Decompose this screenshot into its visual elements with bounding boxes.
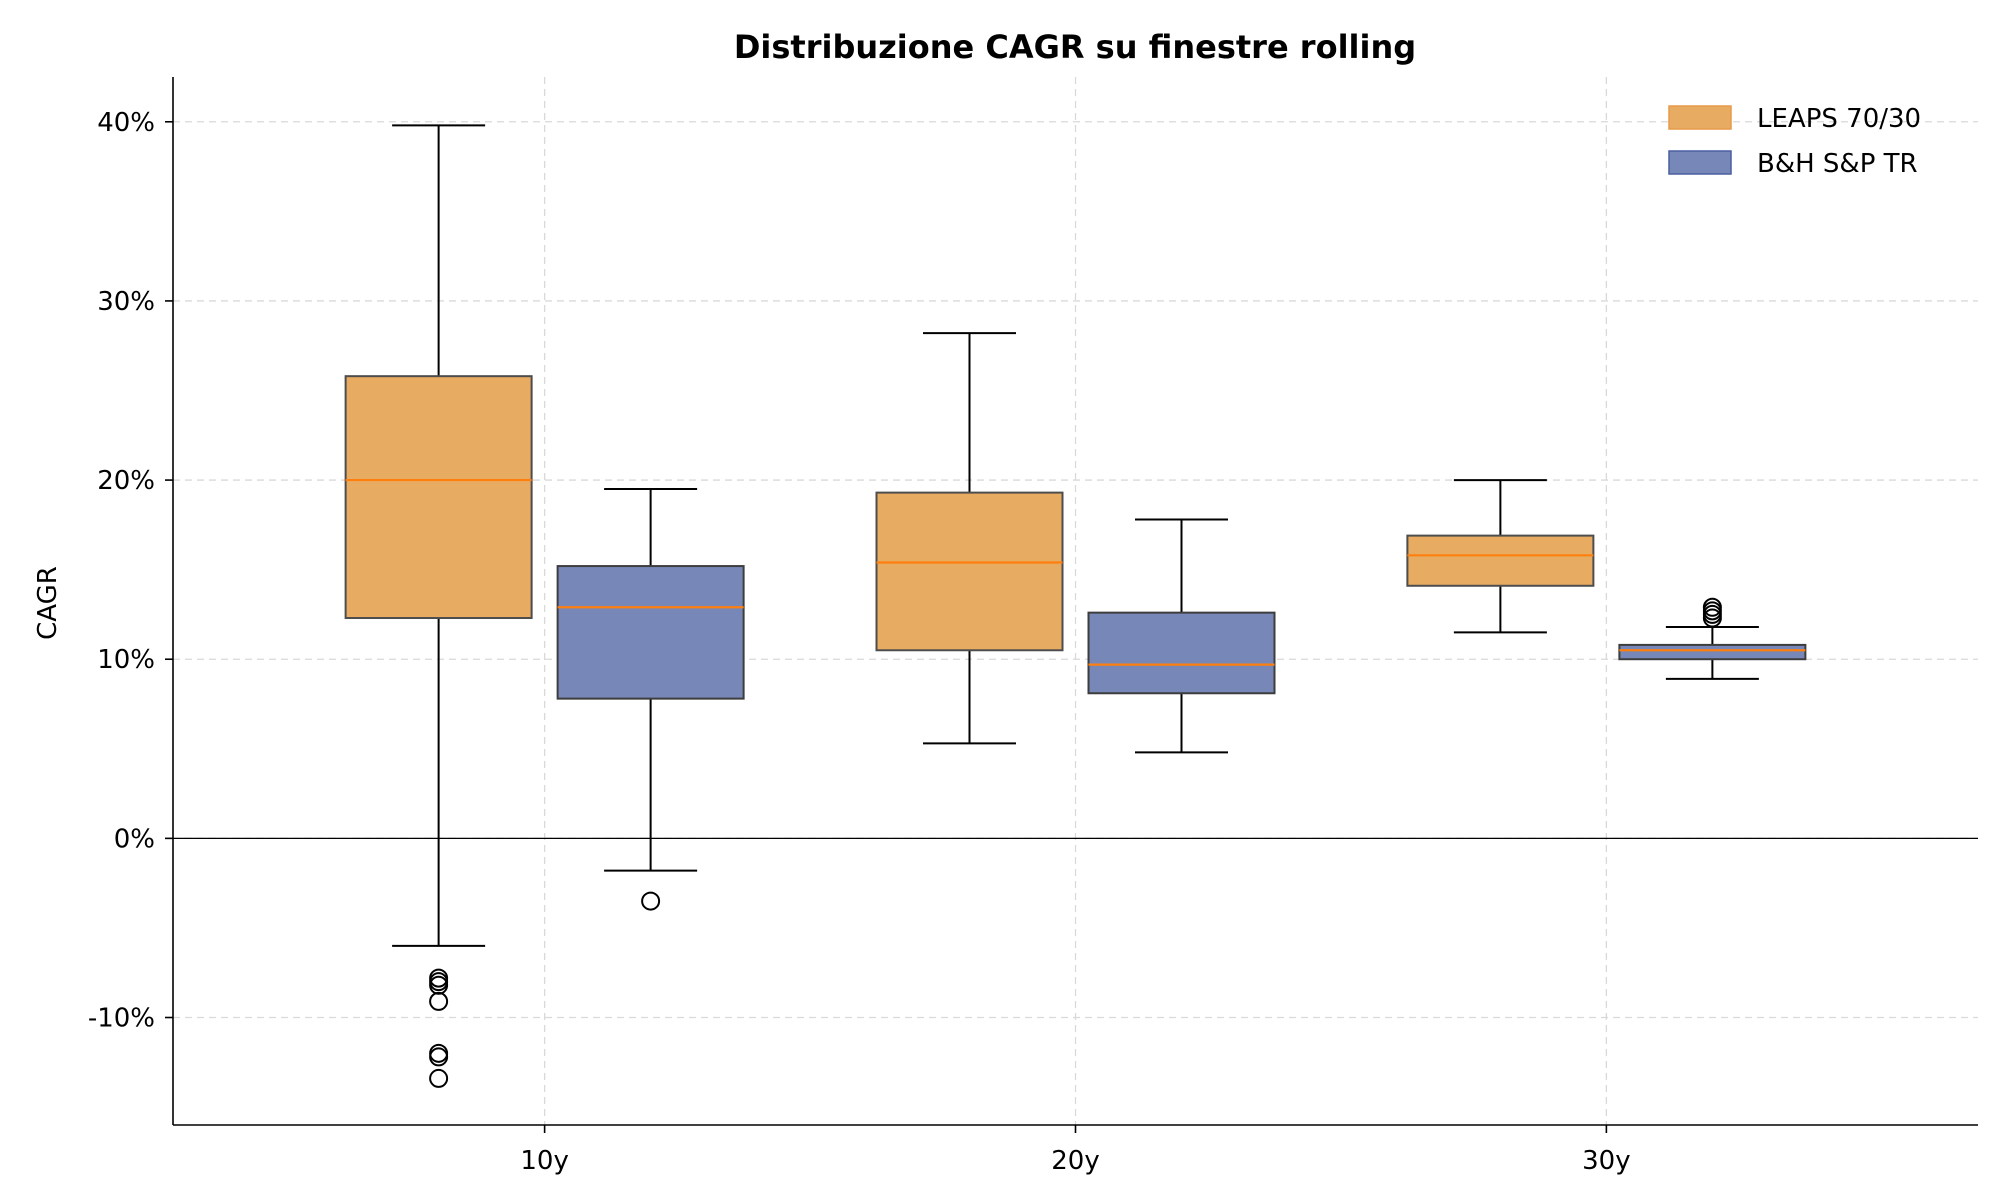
box bbox=[1406, 534, 1595, 587]
box bbox=[556, 565, 745, 700]
box bbox=[344, 375, 533, 620]
box-group bbox=[1406, 479, 1595, 634]
y-tick-label: 0% bbox=[114, 824, 155, 854]
box-group bbox=[1618, 597, 1807, 680]
legend-swatch-leaps bbox=[1668, 105, 1732, 130]
x-tick-label: 20y bbox=[1051, 1146, 1099, 1176]
x-tick-label: 30y bbox=[1582, 1146, 1630, 1176]
legend-swatch-bh bbox=[1668, 150, 1732, 175]
y-tick-label: 40% bbox=[97, 108, 155, 138]
box bbox=[875, 491, 1064, 652]
outlier-point bbox=[429, 1043, 449, 1063]
legend: LEAPS 70/30 B&H S&P TR bbox=[1668, 104, 1921, 179]
outlier-point bbox=[429, 1068, 449, 1088]
tick-labels: -10% 0% 10% 20% 30% 40% 10y 20y 30y bbox=[88, 108, 1631, 1176]
axes bbox=[165, 77, 1978, 1133]
legend-label-bh: B&H S&P TR bbox=[1757, 149, 1918, 179]
y-axis-label: CAGR bbox=[33, 566, 63, 640]
box bbox=[1618, 643, 1807, 661]
legend-label-leaps: LEAPS 70/30 bbox=[1757, 104, 1921, 134]
outlier-point bbox=[429, 1047, 449, 1067]
box-group bbox=[1087, 518, 1276, 754]
box-group bbox=[875, 332, 1064, 745]
y-tick-label: -10% bbox=[88, 1004, 155, 1034]
chart-title: Distribuzione CAGR su finestre rolling bbox=[734, 28, 1416, 66]
outlier-point bbox=[429, 972, 449, 992]
y-tick-label: 20% bbox=[97, 466, 155, 496]
y-tick-label: 10% bbox=[97, 645, 155, 675]
outlier-point bbox=[1702, 597, 1722, 617]
box-group bbox=[344, 124, 533, 1088]
boxes bbox=[344, 124, 1807, 1088]
outlier-point bbox=[641, 891, 661, 911]
y-tick-label: 30% bbox=[97, 287, 155, 317]
outlier-point bbox=[429, 991, 449, 1011]
box bbox=[1087, 611, 1276, 695]
x-tick-label: 10y bbox=[520, 1146, 568, 1176]
box-group bbox=[556, 488, 745, 911]
